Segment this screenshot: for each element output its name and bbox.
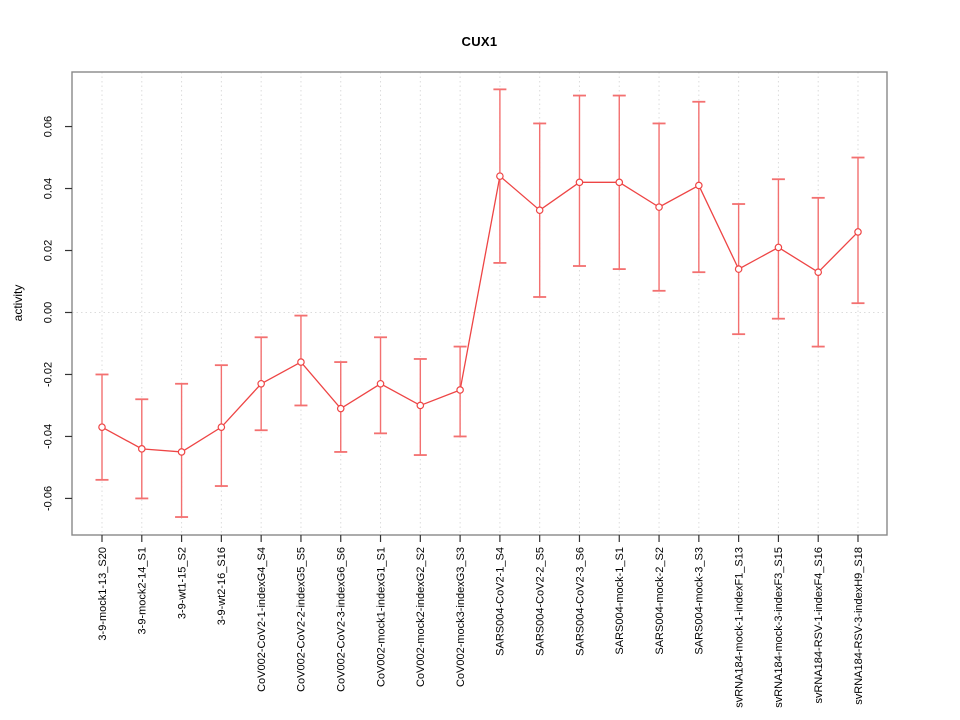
- data-point: [376, 379, 385, 388]
- x-tick-label: svRNA184-RSV-3-indexH9_S18: [853, 547, 865, 705]
- chart-title: CUX1: [461, 34, 498, 49]
- x-tick-label: SARS004-CoV2-1_S4: [495, 547, 507, 656]
- data-point: [575, 178, 584, 187]
- y-tick-label: 0.04: [43, 178, 55, 199]
- series-line: [101, 174, 859, 453]
- y-tick-label: 0.02: [43, 240, 55, 261]
- data-point: [535, 206, 544, 215]
- x-tick-label: SARS004-mock-3_S3: [694, 547, 706, 655]
- x-tick-label: CoV002-mock2-indexG2_S2: [415, 547, 427, 687]
- data-point: [615, 178, 624, 187]
- x-tick-label: SARS004-mock-1_S1: [614, 547, 626, 655]
- x-tick-label: SARS004-CoV2-3_S6: [574, 547, 586, 656]
- x-tick-label: svRNA184-mock-3-indexF3_S15: [773, 547, 785, 708]
- data-point: [655, 203, 663, 211]
- data-point: [217, 423, 226, 431]
- x-tick-label: svRNA184-mock-1-indexF1_S13: [733, 547, 745, 708]
- x-tick-label: 3-9-mock2-14_S1: [137, 547, 149, 634]
- data-point: [137, 445, 146, 453]
- x-tick-label: CoV002-CoV2-1-indexG4_S4: [256, 547, 268, 692]
- x-tick-label: CoV002-CoV2-2-indexG5_S5: [296, 547, 308, 692]
- x-tick-label: svRNA184-RSV-1-indexF4_S16: [813, 547, 825, 704]
- y-tick-label: -0.02: [43, 362, 55, 387]
- data-point: [774, 243, 783, 252]
- x-tick-label: 3-9-wt1-15_S2: [176, 547, 188, 619]
- y-tick-label: -0.06: [43, 486, 55, 511]
- data-point: [416, 401, 425, 410]
- x-tick-label: 3-9-wt2-16_S16: [216, 547, 228, 625]
- data-point: [336, 404, 345, 413]
- data-point: [814, 268, 823, 276]
- x-tick-label: SARS004-mock-2_S2: [654, 547, 666, 655]
- y-tick-label: 0.06: [43, 116, 55, 137]
- x-tick-label: CoV002-mock1-indexG1_S1: [375, 547, 387, 687]
- data-point: [257, 379, 265, 388]
- data-point: [695, 181, 703, 190]
- data-point: [177, 448, 186, 456]
- plot-frame: [71, 71, 888, 536]
- x-tick-label: 3-9-mock1-13_S20: [97, 547, 109, 641]
- data-point: [456, 386, 464, 394]
- x-tick-label: CoV002-CoV2-3-indexG6_S6: [336, 547, 348, 692]
- y-tick-label: 0.00: [43, 302, 55, 323]
- x-tick-label: CoV002-mock3-indexG3_S3: [455, 547, 467, 687]
- data-point: [297, 358, 305, 366]
- data-point: [496, 172, 504, 180]
- x-tick-label: SARS004-CoV2-2_S5: [534, 547, 546, 656]
- data-point: [854, 228, 862, 236]
- y-axis-label: activity: [11, 284, 25, 322]
- data-point: [734, 265, 743, 273]
- data-point: [98, 423, 106, 431]
- y-tick-label: -0.04: [43, 424, 55, 449]
